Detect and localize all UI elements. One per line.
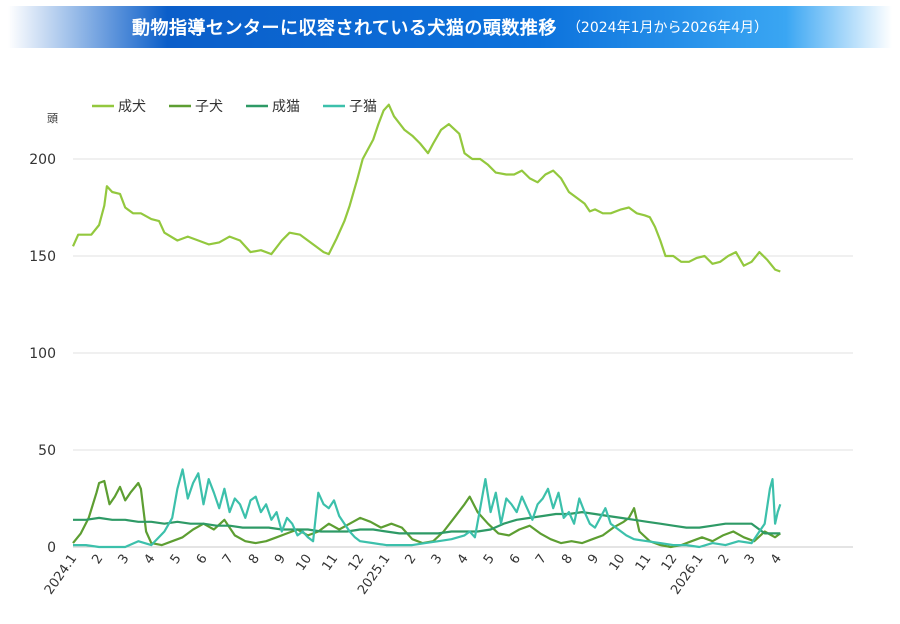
legend-label: 子犬	[195, 99, 223, 115]
x-tick-label: 2	[403, 552, 420, 567]
x-tick-label: 5	[481, 552, 498, 567]
y-tick-label: 100	[29, 346, 56, 362]
y-tick-label: 150	[29, 249, 56, 265]
chart-title: 動物指導センターに収容されている犬猫の頭数推移	[131, 18, 557, 39]
y-axis-label: 頭	[47, 112, 58, 125]
series-line	[73, 511, 781, 535]
x-tick-label: 9	[585, 552, 602, 567]
chart-subtitle: （2024年1月から2026年4月）	[566, 20, 769, 36]
legend-label: 成犬	[118, 99, 146, 115]
y-tick-label: 0	[47, 540, 56, 556]
x-tick-label: 3	[429, 552, 446, 567]
y-tick-label: 50	[38, 443, 56, 459]
x-tick-label: 6	[194, 552, 211, 567]
legend-label: 子猫	[349, 99, 377, 115]
x-tick-label: 4	[768, 552, 785, 567]
x-tick-label: 11	[633, 552, 655, 574]
x-tick-label: 12	[659, 552, 681, 574]
x-tick-label: 3	[742, 552, 759, 567]
series-line	[73, 468, 782, 549]
x-tick-label: 7	[533, 552, 550, 567]
x-tick-label: 10	[293, 552, 315, 574]
series-line	[72, 479, 781, 549]
x-tick-label: 12	[346, 552, 368, 574]
y-tick-label: 200	[29, 152, 56, 168]
x-tick-label: 2	[716, 552, 733, 567]
title-banner: 動物指導センターに収容されている犬猫の頭数推移 （2024年1月から2026年4…	[8, 6, 892, 48]
legend-label: 成猫	[272, 99, 300, 115]
x-tick-label: 6	[507, 552, 524, 567]
x-tick-label: 7	[220, 552, 237, 567]
x-tick-label: 8	[559, 552, 576, 567]
x-tick-label: 3	[115, 552, 132, 567]
x-tick-label: 8	[246, 552, 263, 567]
x-tick-label: 11	[319, 552, 341, 574]
x-tick-label: 5	[168, 552, 185, 567]
x-tick-label: 10	[607, 552, 629, 574]
x-tick-label: 2024.1	[42, 552, 80, 598]
x-tick-label: 2	[89, 552, 106, 567]
series-line	[71, 103, 781, 273]
x-tick-label: 4	[455, 552, 472, 567]
x-tick-label: 4	[142, 552, 159, 567]
x-tick-label: 9	[272, 552, 289, 567]
